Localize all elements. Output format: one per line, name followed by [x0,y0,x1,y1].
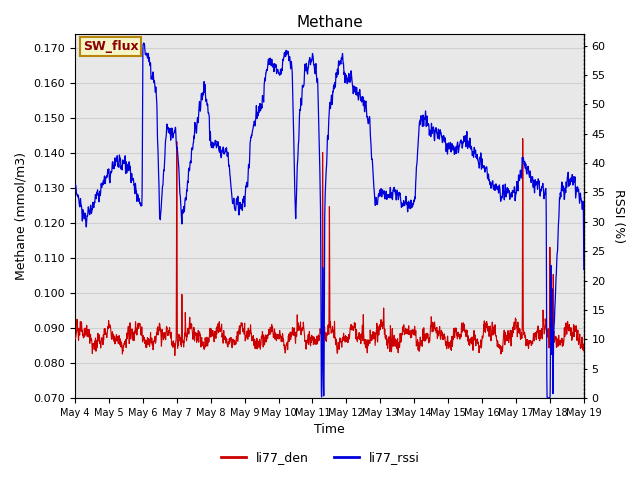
Y-axis label: Methane (mmol/m3): Methane (mmol/m3) [15,152,28,280]
Y-axis label: RSSI (%): RSSI (%) [612,189,625,243]
Legend: li77_den, li77_rssi: li77_den, li77_rssi [216,446,424,469]
X-axis label: Time: Time [314,423,345,436]
Text: SW_flux: SW_flux [83,40,138,53]
Title: Methane: Methane [296,15,363,30]
